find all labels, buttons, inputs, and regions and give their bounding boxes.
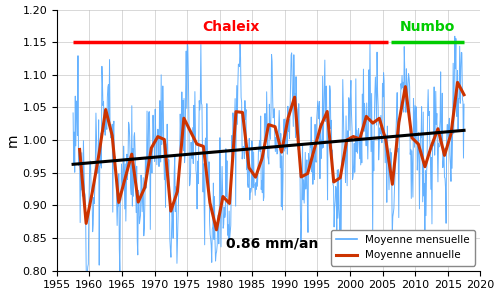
Text: Chaleix: Chaleix bbox=[202, 20, 259, 34]
Text: 0.86 mm/an: 0.86 mm/an bbox=[226, 236, 318, 250]
Legend: Moyenne mensuelle, Moyenne annuelle: Moyenne mensuelle, Moyenne annuelle bbox=[331, 230, 475, 266]
Text: Numbo: Numbo bbox=[400, 20, 455, 34]
Y-axis label: m: m bbox=[6, 133, 20, 147]
